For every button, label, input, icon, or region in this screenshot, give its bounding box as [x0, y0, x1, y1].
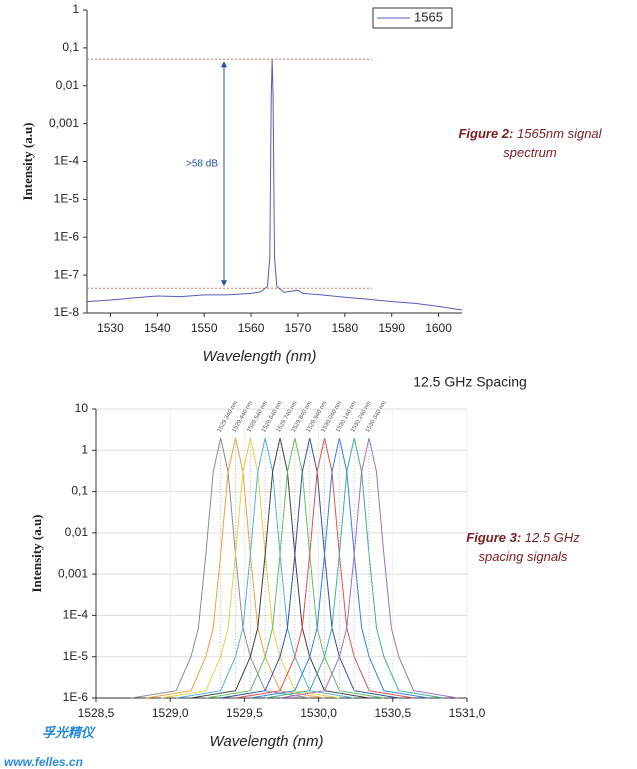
- y-tick-label: 1E-4: [54, 154, 80, 168]
- y-tick-label: 0,001: [49, 116, 79, 130]
- y-tick-label: 1E-8: [54, 305, 80, 319]
- y-tick-label: 1E-6: [54, 229, 80, 243]
- y-tick-label: 0,001: [58, 566, 88, 580]
- x-tick-label: 1540: [144, 321, 171, 335]
- x-tick-label: 1580: [331, 321, 358, 335]
- x-tick-label: 1528,5: [78, 706, 115, 720]
- y-tick-label: 1: [72, 2, 79, 16]
- x-tick-label: 1529,5: [226, 706, 263, 720]
- caption-text: 12.5 GHz spacing signals: [478, 530, 580, 564]
- y-tick-label: 0,1: [62, 40, 79, 54]
- caption-label: Figure 3:: [466, 530, 522, 545]
- x-tick-label: 1550: [191, 321, 218, 335]
- x-tick-label: 1529,0: [152, 706, 189, 720]
- y-axis-label: Intensity (a.u): [20, 122, 35, 200]
- caption: Figure 2: 1565nm signal spectrum: [455, 124, 605, 162]
- y-tick-label: 0,01: [65, 525, 89, 539]
- x-tick-label: 1530: [97, 321, 124, 335]
- x-tick-label: 1560: [238, 321, 265, 335]
- x-tick-label: 1590: [378, 321, 405, 335]
- caption: Figure 3: 12.5 GHz spacing signals: [448, 528, 598, 566]
- watermark-url: www.felles.cn: [4, 755, 83, 769]
- x-tick-label: 1570: [285, 321, 312, 335]
- y-tick-label: 0,01: [56, 78, 80, 92]
- y-tick-label: 1E-7: [54, 267, 80, 281]
- watermark: 孚光精仪 www.felles.cn: [4, 722, 114, 769]
- y-tick-label: 0,1: [71, 484, 88, 498]
- chart-title: 12.5 GHz Spacing: [413, 374, 527, 390]
- series-line: [86, 59, 463, 311]
- y-axis-label: Intensity (a.u): [29, 514, 44, 592]
- y-tick-label: 10: [75, 401, 89, 415]
- x-axis-label: Wavelength (nm): [203, 348, 317, 365]
- x-axis-label: Wavelength (nm): [210, 733, 324, 750]
- y-tick-label: 1E-6: [63, 690, 89, 704]
- caption-text: 1565nm signal spectrum: [503, 126, 602, 160]
- legend-label: 1565: [414, 9, 443, 24]
- x-tick-label: 1600: [425, 321, 452, 335]
- x-tick-label: 1530,0: [300, 706, 337, 720]
- x-tick-label: 1531,0: [449, 706, 486, 720]
- y-tick-label: 1E-5: [54, 192, 80, 206]
- caption-label: Figure 2:: [458, 126, 514, 141]
- legend-box: [372, 7, 453, 29]
- y-tick-label: 1E-4: [63, 608, 89, 622]
- y-tick-label: 1E-5: [63, 649, 89, 663]
- x-tick-label: 1530,5: [374, 706, 411, 720]
- watermark-brand: 孚光精仪: [42, 725, 95, 740]
- y-tick-label: 1: [81, 442, 88, 456]
- annotation: >58 dB: [186, 158, 218, 169]
